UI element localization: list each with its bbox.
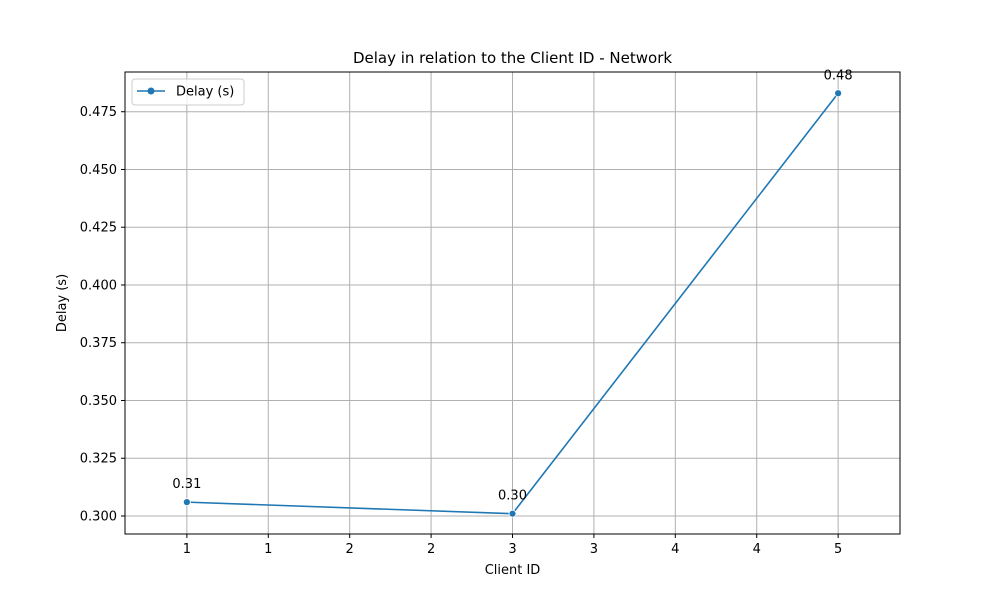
- x-tick-label: 3: [590, 542, 598, 557]
- data-point: [508, 509, 517, 518]
- y-tick-label: 0.325: [80, 452, 117, 467]
- legend-marker-icon: [147, 87, 155, 95]
- x-axis-ticks: 1 1 2 2 3 3 4 4 5: [183, 534, 842, 557]
- y-tick-label: 0.375: [80, 336, 117, 351]
- chart-title: Delay in relation to the Client ID - Net…: [353, 49, 672, 67]
- y-axis-ticks: 0.300 0.325 0.350 0.375 0.400 0.425 0.450 0.475: [80, 105, 125, 524]
- x-tick-label: 3: [508, 542, 516, 557]
- x-tick-label: 1: [264, 542, 272, 557]
- data-label: 0.30: [498, 489, 527, 504]
- data-point: [182, 498, 191, 507]
- y-tick-label: 0.300: [80, 509, 117, 524]
- data-label: 0.48: [824, 68, 853, 83]
- x-tick-label: 1: [183, 542, 191, 557]
- data-label: 0.31: [172, 477, 201, 492]
- x-tick-label: 5: [834, 542, 842, 557]
- legend-entry-delay: Delay (s): [176, 85, 234, 100]
- data-point: [834, 89, 843, 98]
- legend: Delay (s): [131, 78, 245, 106]
- y-tick-label: 0.400: [80, 278, 117, 293]
- legend-box: [131, 78, 245, 106]
- y-tick-label: 0.450: [80, 163, 117, 178]
- series-layer: 0.31 0.30 0.48: [172, 68, 853, 518]
- x-tick-label: 2: [427, 542, 435, 557]
- y-axis-label: Delay (s): [55, 274, 70, 332]
- y-tick-label: 0.425: [80, 221, 117, 236]
- y-tick-label: 0.475: [80, 105, 117, 120]
- x-tick-label: 4: [671, 542, 679, 557]
- x-tick-label: 4: [753, 542, 761, 557]
- y-tick-label: 0.350: [80, 394, 117, 409]
- x-tick-label: 2: [346, 542, 354, 557]
- x-axis-label: Client ID: [485, 563, 541, 578]
